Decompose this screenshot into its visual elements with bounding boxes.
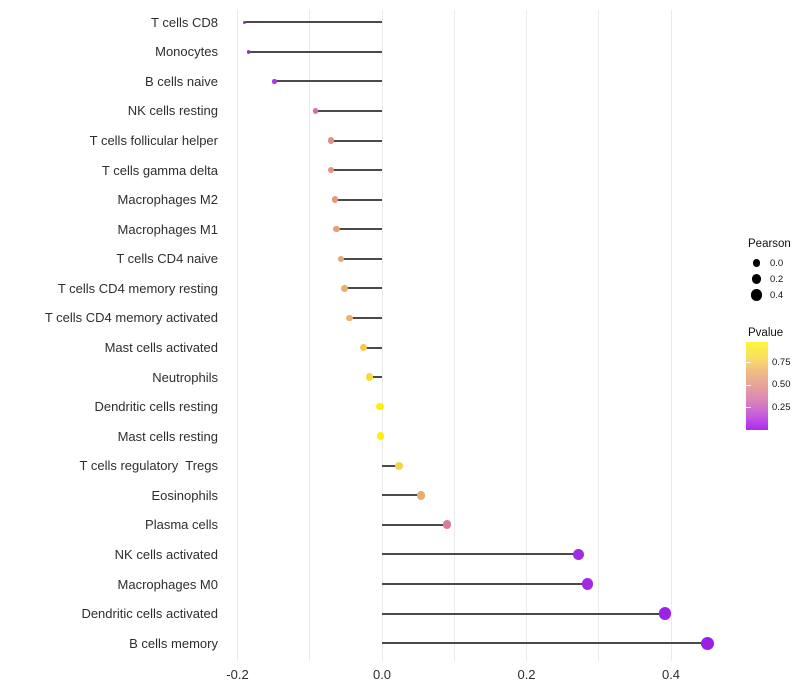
category-label: NK cells resting	[127, 103, 218, 119]
category-label: T cells follicular helper	[89, 133, 218, 149]
category-label: Macrophages M2	[117, 192, 218, 208]
lollipop-dot	[376, 432, 385, 440]
lollipop-dot	[359, 343, 367, 352]
lollipop-stem	[336, 228, 382, 231]
category-label: Macrophages M0	[117, 576, 218, 592]
lollipop-stem	[382, 553, 579, 556]
gridline-x-0	[381, 10, 383, 661]
lollipop-dot	[442, 520, 452, 530]
lollipop-stem	[340, 257, 382, 260]
lollipop-stem	[382, 494, 421, 497]
lollipop-dot	[394, 461, 403, 470]
lollipop-dot	[581, 578, 593, 590]
lollipop-dot	[416, 491, 426, 500]
lollipop-dot	[700, 636, 714, 650]
legend-pvalue-tick-label: 0.50	[772, 379, 791, 391]
legend-pvalue-tick-mark	[746, 362, 751, 363]
lollipop-dot	[246, 50, 251, 54]
legend-pvalue-tick-mark	[746, 384, 751, 386]
pvalue-gradient-bar	[746, 342, 768, 430]
lollipop-stem	[382, 642, 708, 645]
lollipop-stem	[363, 346, 382, 349]
x-tick-label: 0.2	[517, 667, 536, 682]
category-label: Monocytes	[155, 44, 218, 60]
lollipop-stem	[382, 612, 666, 615]
lollipop-dot	[341, 285, 348, 292]
category-label: B cells memory	[129, 635, 218, 651]
x-tick-label: -0.2	[226, 667, 249, 682]
gridline-x-0.2	[526, 10, 527, 661]
legend-size-label: 0.4	[770, 289, 784, 301]
legend-size-dot	[750, 289, 763, 301]
gridline-x-0.4	[670, 10, 672, 661]
gridline-x-0.3	[598, 10, 600, 661]
category-label: T cells gamma delta	[101, 162, 218, 178]
lollipop-stem	[382, 583, 588, 586]
category-label: T cells CD8	[151, 14, 218, 30]
legend-size-label: 0.2	[770, 273, 784, 285]
lollipop-dot	[272, 79, 277, 84]
lollipop-stem	[335, 198, 382, 201]
category-label: Neutrophils	[152, 369, 218, 385]
lollipop-dot	[333, 226, 340, 233]
category-label: Dendritic cells resting	[94, 399, 218, 415]
lollipop-dot	[327, 137, 334, 144]
legend-pvalue-tick-label: 0.75	[772, 356, 791, 368]
x-tick-label: 0.4	[661, 667, 681, 682]
lollipop-stem	[330, 169, 382, 172]
category-label: NK cells activated	[114, 546, 218, 562]
lollipop-dot	[337, 255, 345, 263]
lollipop-stem	[244, 21, 382, 24]
lollipop-dot	[346, 314, 353, 322]
lollipop-stem	[382, 523, 448, 526]
category-label: T cells regulatory Tregs	[79, 458, 218, 474]
legend-size-label: 0.0	[770, 257, 784, 269]
x-tick-label: 0.0	[372, 667, 392, 682]
pearson-legend-title: Pearson	[748, 238, 791, 250]
category-label: B cells naive	[145, 73, 218, 89]
lollipop-stem	[248, 50, 382, 53]
lollipop-dot	[572, 548, 585, 561]
lollipop-stem	[349, 316, 382, 319]
pvalue-legend-title: Pvalue	[748, 327, 784, 339]
category-label: Mast cells resting	[117, 428, 218, 444]
gridline-x--0.1	[309, 10, 311, 661]
category-label: Eosinophils	[151, 487, 219, 503]
lollipop-dot	[366, 373, 374, 381]
lollipop-dot	[327, 166, 334, 174]
lollipop-dot	[659, 607, 672, 620]
legend-size-dot	[752, 259, 761, 267]
lollipop-stem	[344, 287, 382, 290]
gridline-x-0.1	[453, 10, 455, 661]
lollipop-dot	[243, 20, 247, 24]
category-label: Dendritic cells activated	[81, 606, 218, 622]
legend-pvalue-tick-mark	[746, 407, 751, 409]
category-label: T cells CD4 memory resting	[57, 280, 218, 296]
lollipop-stem	[274, 80, 382, 83]
category-label: T cells CD4 naive	[116, 251, 218, 267]
category-label: T cells CD4 memory activated	[44, 310, 218, 326]
lollipop-stem	[315, 109, 382, 112]
lollipop-dot	[312, 108, 319, 114]
lollipop-stem	[382, 464, 399, 467]
category-label: Macrophages M1	[117, 221, 218, 237]
category-label: Plasma cells	[145, 517, 218, 533]
legend-pvalue-tick-label: 0.25	[772, 401, 791, 413]
lollipop-stem	[330, 139, 382, 142]
lollipop-dot	[331, 196, 339, 203]
lollipop-dot	[376, 402, 384, 411]
lollipop-stem	[369, 376, 382, 379]
gridline-x--0.2	[237, 10, 238, 661]
category-label: Mast cells activated	[104, 340, 218, 356]
legend-size-dot	[751, 274, 762, 284]
